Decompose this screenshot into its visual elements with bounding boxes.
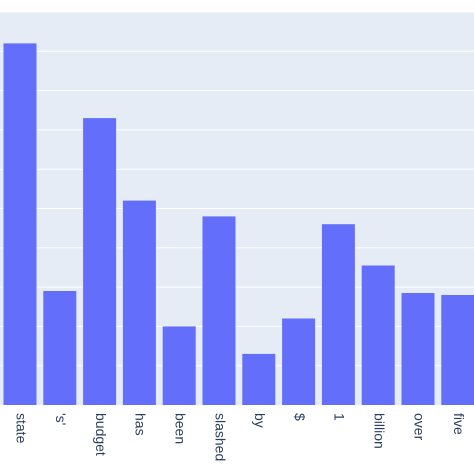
x-tick-label-6: by xyxy=(252,413,268,428)
x-tick-label-10: over xyxy=(411,413,427,441)
x-tick-label-1: 's' xyxy=(53,413,69,425)
bar-1 xyxy=(43,291,77,405)
bars xyxy=(3,43,474,406)
bar-6 xyxy=(242,353,276,405)
x-tick-label-5: slashed xyxy=(212,413,228,461)
x-tick-label-9: billion xyxy=(371,413,387,449)
x-tick-label-7: $ xyxy=(292,413,308,421)
x-tick-label-3: has xyxy=(133,413,149,436)
x-tick-label-4: been xyxy=(172,413,188,444)
bar-2 xyxy=(83,118,117,405)
x-tick-labels: state 's' budget has been slashed by $1 billion o… xyxy=(13,413,467,461)
bar-4 xyxy=(162,326,196,405)
bar-9 xyxy=(361,265,395,405)
bar-10 xyxy=(401,293,435,405)
bar-0 xyxy=(3,43,37,406)
gridlines xyxy=(0,11,474,367)
x-tick-label-11: five xyxy=(451,413,467,435)
x-tick-label-8: 1 xyxy=(332,413,348,421)
bar-5 xyxy=(202,216,236,405)
bar-7 xyxy=(282,318,316,405)
x-tick-label-2: budget xyxy=(93,413,109,456)
bar-3 xyxy=(122,200,156,405)
x-tick-label-0: state xyxy=(13,413,29,444)
bar-8 xyxy=(321,224,355,405)
bar-11 xyxy=(441,295,474,405)
